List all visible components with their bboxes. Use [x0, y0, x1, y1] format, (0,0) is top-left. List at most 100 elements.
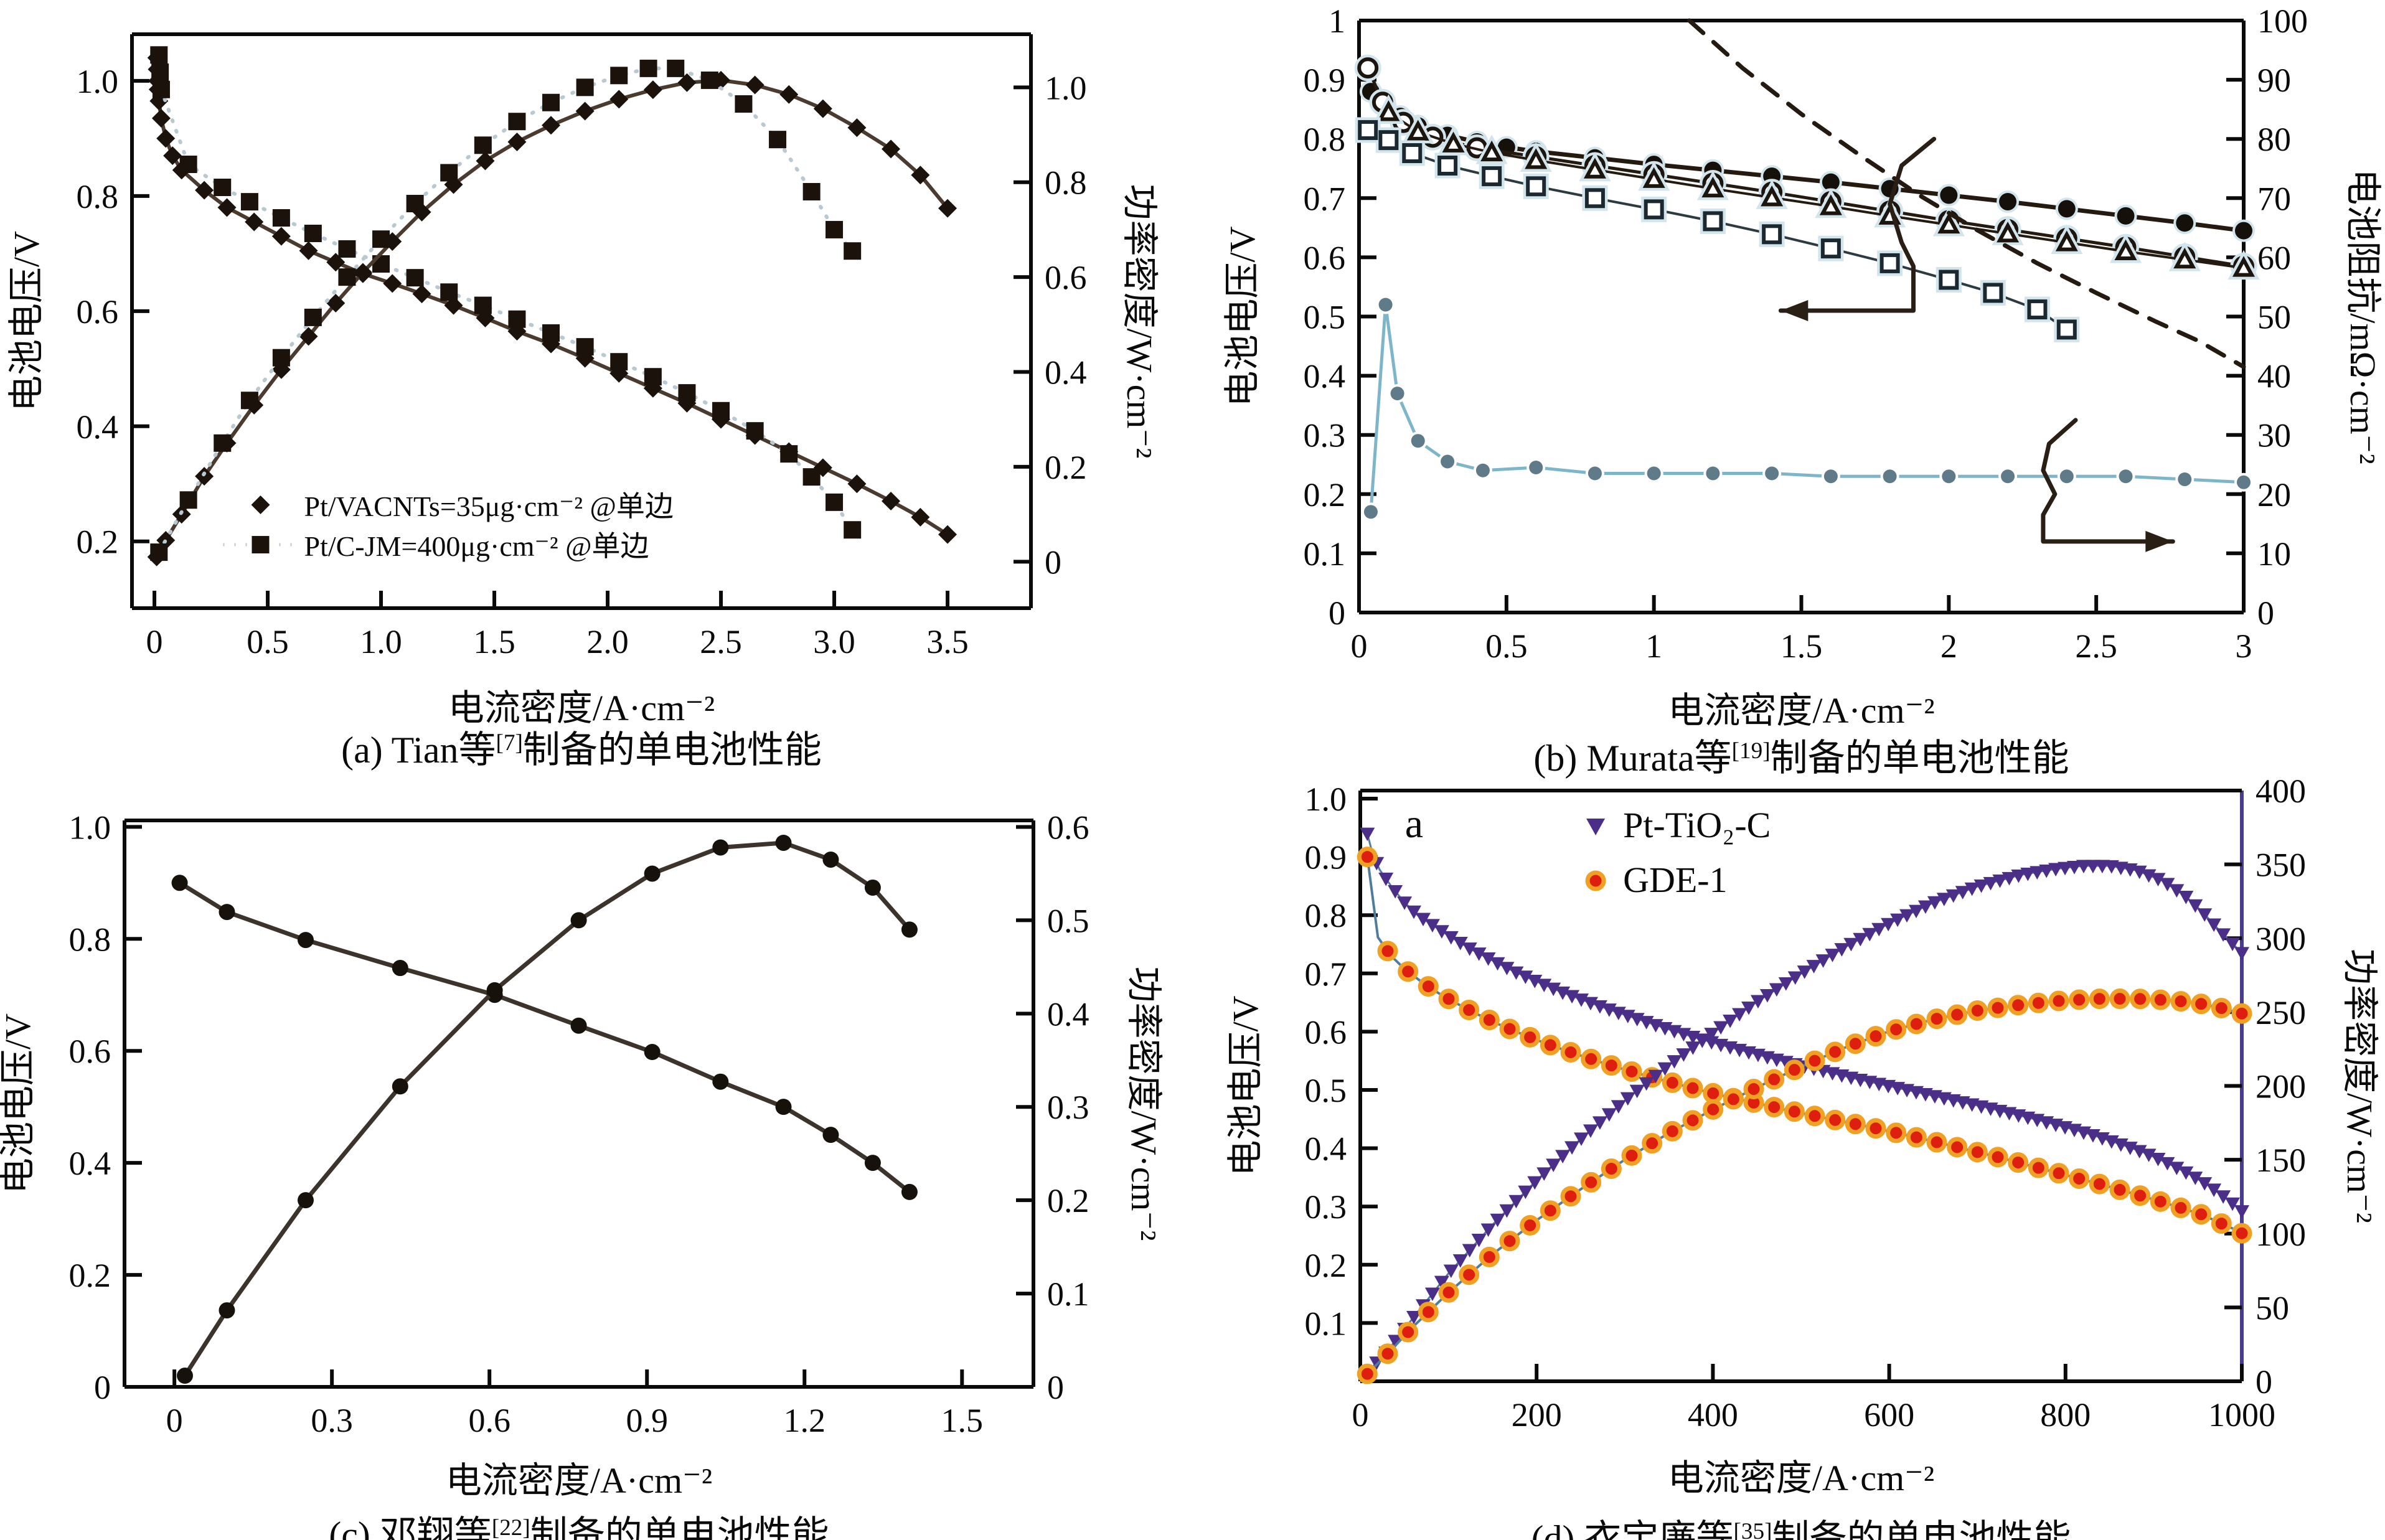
marker-circle	[712, 1073, 729, 1090]
marker-circle	[2231, 1003, 2252, 1024]
series-line	[157, 66, 855, 555]
marker-circle	[1499, 1231, 1520, 1252]
marker-circle	[2089, 988, 2110, 1010]
marker-tri-down	[2197, 1177, 2213, 1191]
marker-tri-down	[1555, 986, 1571, 1000]
marker-square	[769, 131, 787, 149]
marker-diamond	[882, 491, 901, 510]
marker-square	[802, 468, 821, 486]
panel-b: 0 0.5 1 1.5 2 2.5 300.10.20.30.40.50.60.70.80.…	[1222, 2, 2383, 779]
marker-tri-down	[1480, 952, 1496, 966]
marker-tri-open	[2232, 256, 2256, 277]
x-tick-label: 2.0	[586, 623, 629, 660]
marker-circle	[2048, 1163, 2069, 1184]
marker-tri-down	[2178, 1166, 2194, 1180]
panel-caption: (b) Murata等[19]制备的单电池性能	[1533, 738, 2069, 779]
y-right-tick-label: 60	[2257, 239, 2291, 276]
marker-tri-down	[1843, 937, 1859, 952]
y-right-tick-label: 90	[2257, 62, 2291, 99]
marker-diamond	[643, 80, 662, 100]
marker-tri-open	[1406, 120, 1429, 141]
y-left-tick-label: 0.6	[69, 1033, 111, 1070]
y-right-axis-title: 功率密度/W·cm⁻²	[1124, 966, 1164, 1241]
marker-circle	[297, 932, 314, 949]
marker-tri-down	[2160, 878, 2175, 892]
marker-square-open	[1983, 283, 2003, 303]
marker-circle	[1378, 298, 1393, 312]
marker-tri-open	[1701, 176, 1724, 198]
marker-square	[735, 95, 753, 113]
marker-circle	[2130, 1185, 2151, 1206]
marker-square	[700, 71, 718, 89]
marker-diamond	[412, 284, 431, 304]
y-left-tick-label: 0.8	[1304, 121, 1346, 158]
marker-square	[780, 445, 798, 463]
marker-square	[644, 368, 662, 386]
marker-diamond	[156, 129, 176, 148]
y-right-tick-label: 200	[2256, 1068, 2306, 1106]
y-left-axis-title: 电池电压/V	[1222, 226, 1263, 406]
y-left-tick-label: 0	[94, 1369, 111, 1406]
marker-tri-down	[2020, 867, 2036, 881]
marker-circle	[1703, 1099, 1724, 1120]
marker-tri-down	[1899, 909, 1915, 923]
marker-tri-down	[1648, 1069, 1663, 1084]
marker-tri-down	[1741, 1001, 1757, 1015]
marker-circle	[1967, 1000, 1988, 1021]
series-voltage-open-square	[1355, 117, 2080, 342]
marker-tri-down	[1397, 896, 1413, 910]
marker-diamond	[507, 132, 527, 151]
marker-tri-down	[1415, 913, 1431, 927]
marker-square	[844, 521, 862, 539]
marker-circle	[1438, 1282, 1459, 1303]
marker-circle	[1357, 847, 1378, 868]
marker-square-open	[1820, 238, 1841, 259]
marker-circle	[901, 921, 918, 938]
marker-tri-down	[2141, 869, 2157, 883]
marker-tri-down	[1723, 1014, 1738, 1028]
y-left-tick-label: 0.4	[1305, 1130, 1347, 1168]
marker-circle	[1390, 387, 1404, 401]
marker-circle	[2237, 475, 2251, 489]
marker-tri-down	[2002, 871, 2017, 886]
marker-circle	[644, 865, 661, 882]
marker-square	[272, 209, 290, 227]
marker-circle	[1906, 1013, 1927, 1035]
marker-circle	[1647, 466, 1661, 481]
marker-tri-down	[2058, 862, 2073, 876]
marker-circle	[901, 1183, 918, 1200]
marker-square	[150, 543, 168, 561]
marker-circle	[1947, 1137, 1968, 1158]
marker-square	[406, 269, 424, 287]
marker-diamond	[847, 118, 867, 138]
marker-circle	[2130, 988, 2151, 1010]
marker-circle	[1942, 469, 1956, 484]
series-line	[1367, 128, 2068, 331]
marker-tri-down	[1917, 900, 1933, 914]
marker-tri-down	[1574, 1132, 1589, 1147]
y-right-tick-label: 150	[2256, 1142, 2306, 1179]
marker-circle	[2231, 1223, 2252, 1244]
marker-tri-down	[2132, 1145, 2147, 1159]
y-left-tick-label: 0.2	[69, 1257, 111, 1294]
marker-tri-open	[1997, 222, 2020, 243]
marker-square-open	[1762, 224, 1782, 245]
series-pt-tio2-c-power	[1360, 860, 2249, 1380]
marker-circle	[2150, 1191, 2171, 1212]
marker-circle	[775, 834, 792, 851]
y-left-tick-label: 0	[1329, 594, 1345, 632]
marker-diamond	[542, 116, 561, 135]
marker-square	[826, 493, 844, 511]
marker-diamond	[882, 139, 901, 159]
series-line	[1366, 855, 2243, 1235]
marker-circle	[1642, 1133, 1663, 1154]
marker-tri-down	[1360, 827, 1375, 842]
marker-square-open	[2056, 319, 2077, 340]
marker-diamond	[195, 467, 214, 486]
marker-circle	[2008, 995, 2029, 1016]
marker-tri-down	[1908, 904, 1924, 919]
marker-tri-down	[1443, 931, 1459, 945]
marker-tri-down	[1508, 966, 1524, 980]
marker-tri-down	[1927, 896, 1942, 910]
arrowhead	[1781, 299, 1809, 321]
